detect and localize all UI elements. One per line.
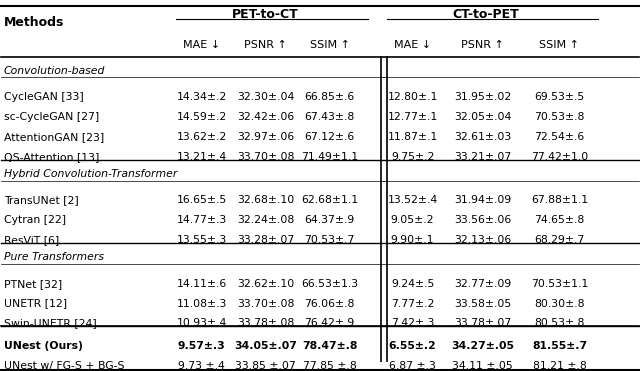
Text: 12.80±.1: 12.80±.1	[387, 92, 438, 102]
Text: 10.93±.4: 10.93±.4	[177, 318, 227, 328]
Text: 80.53±.8: 80.53±.8	[534, 318, 585, 328]
Text: 31.94±.09: 31.94±.09	[454, 196, 511, 206]
Text: SSIM ↑: SSIM ↑	[540, 40, 579, 50]
Text: 66.53±1.3: 66.53±1.3	[301, 279, 358, 289]
Text: PTNet [32]: PTNet [32]	[4, 279, 62, 289]
Text: 81.21 ±.8: 81.21 ±.8	[532, 361, 586, 371]
Text: 7.42±.3: 7.42±.3	[391, 318, 435, 328]
Text: TransUNet [2]: TransUNet [2]	[4, 196, 79, 206]
Text: 70.53±.7: 70.53±.7	[305, 235, 355, 245]
Text: 11.87±.1: 11.87±.1	[387, 132, 438, 142]
Text: Swin-UNETR [24]: Swin-UNETR [24]	[4, 318, 97, 328]
Text: 71.49±1.1: 71.49±1.1	[301, 152, 358, 162]
Text: 6.87 ±.3: 6.87 ±.3	[389, 361, 436, 371]
Text: 31.95±.02: 31.95±.02	[454, 92, 511, 102]
Text: 33.70±.08: 33.70±.08	[237, 299, 294, 309]
Text: sc-CycleGAN [27]: sc-CycleGAN [27]	[4, 112, 99, 122]
Text: Convolution-based: Convolution-based	[4, 66, 105, 76]
Text: 9.05±.2: 9.05±.2	[391, 215, 435, 225]
Text: 67.43±.8: 67.43±.8	[305, 112, 355, 122]
Text: 81.55±.7: 81.55±.7	[532, 341, 587, 351]
Text: Pure Transformers: Pure Transformers	[4, 252, 104, 262]
Text: 32.30±.04: 32.30±.04	[237, 92, 294, 102]
Text: 76.06±.8: 76.06±.8	[305, 299, 355, 309]
Text: 9.73 ±.4: 9.73 ±.4	[179, 361, 225, 371]
Text: 32.61±.03: 32.61±.03	[454, 132, 511, 142]
Text: 6.55±.2: 6.55±.2	[388, 341, 436, 351]
Text: 34.05±.07: 34.05±.07	[234, 341, 297, 351]
Text: CT-to-PET: CT-to-PET	[452, 8, 520, 21]
Text: 77.42±1.0: 77.42±1.0	[531, 152, 588, 162]
Text: 32.13±.06: 32.13±.06	[454, 235, 511, 245]
Text: SSIM ↑: SSIM ↑	[310, 40, 349, 50]
Text: PET-to-CT: PET-to-CT	[232, 8, 299, 21]
Text: 70.53±1.1: 70.53±1.1	[531, 279, 588, 289]
Text: UNest (Ours): UNest (Ours)	[4, 341, 83, 351]
Text: 33.78±.08: 33.78±.08	[237, 318, 294, 328]
Text: 70.53±.8: 70.53±.8	[534, 112, 585, 122]
Text: 7.77±.2: 7.77±.2	[391, 299, 435, 309]
Text: 9.75±.2: 9.75±.2	[391, 152, 435, 162]
Text: ResViT [6]: ResViT [6]	[4, 235, 59, 245]
Text: 32.97±.06: 32.97±.06	[237, 132, 294, 142]
Text: 76.42±.9: 76.42±.9	[305, 318, 355, 328]
Text: UNest w/ FG-S + BG-S: UNest w/ FG-S + BG-S	[4, 361, 124, 371]
Text: 74.65±.8: 74.65±.8	[534, 215, 584, 225]
Text: 33.58±.05: 33.58±.05	[454, 299, 511, 309]
Text: 12.77±.1: 12.77±.1	[387, 112, 438, 122]
Text: MAE ↓: MAE ↓	[394, 40, 431, 50]
Text: 33.21±.07: 33.21±.07	[454, 152, 511, 162]
Text: 72.54±.6: 72.54±.6	[534, 132, 584, 142]
Text: 13.62±.2: 13.62±.2	[177, 132, 227, 142]
Text: 32.68±.10: 32.68±.10	[237, 196, 294, 206]
Text: 33.70±.08: 33.70±.08	[237, 152, 294, 162]
Text: 32.24±.08: 32.24±.08	[237, 215, 294, 225]
Text: 11.08±.3: 11.08±.3	[177, 299, 227, 309]
Text: AttentionGAN [23]: AttentionGAN [23]	[4, 132, 104, 142]
Text: 13.21±.4: 13.21±.4	[177, 152, 227, 162]
Text: 77.85 ±.8: 77.85 ±.8	[303, 361, 356, 371]
Text: 32.42±.06: 32.42±.06	[237, 112, 294, 122]
Text: 33.85 ±.07: 33.85 ±.07	[236, 361, 296, 371]
Text: 32.05±.04: 32.05±.04	[454, 112, 511, 122]
Text: 32.62±.10: 32.62±.10	[237, 279, 294, 289]
Text: 32.77±.09: 32.77±.09	[454, 279, 511, 289]
Text: 67.88±1.1: 67.88±1.1	[531, 196, 588, 206]
Text: 33.28±.07: 33.28±.07	[237, 235, 294, 245]
Text: 34.27±.05: 34.27±.05	[451, 341, 515, 351]
Text: 64.37±.9: 64.37±.9	[305, 215, 355, 225]
Text: 13.55±.3: 13.55±.3	[177, 235, 227, 245]
Text: 14.34±.2: 14.34±.2	[177, 92, 227, 102]
Text: 14.77±.3: 14.77±.3	[177, 215, 227, 225]
Text: 13.52±.4: 13.52±.4	[387, 196, 438, 206]
Text: 9.24±.5: 9.24±.5	[391, 279, 435, 289]
Text: PSNR ↑: PSNR ↑	[244, 40, 287, 50]
Text: MAE ↓: MAE ↓	[183, 40, 220, 50]
Text: Methods: Methods	[4, 16, 64, 29]
Text: 62.68±1.1: 62.68±1.1	[301, 196, 358, 206]
Text: 80.30±.8: 80.30±.8	[534, 299, 585, 309]
Text: Hybrid Convolution-Transformer: Hybrid Convolution-Transformer	[4, 169, 177, 179]
Text: 16.65±.5: 16.65±.5	[177, 196, 227, 206]
Text: 33.78±.07: 33.78±.07	[454, 318, 511, 328]
Text: PSNR ↑: PSNR ↑	[461, 40, 504, 50]
Text: Cytran [22]: Cytran [22]	[4, 215, 66, 225]
Text: 66.85±.6: 66.85±.6	[305, 92, 355, 102]
Text: 68.29±.7: 68.29±.7	[534, 235, 584, 245]
Text: 9.57±.3: 9.57±.3	[178, 341, 226, 351]
Text: UNETR [12]: UNETR [12]	[4, 299, 67, 309]
Text: 14.59±.2: 14.59±.2	[177, 112, 227, 122]
Text: CycleGAN [33]: CycleGAN [33]	[4, 92, 84, 102]
Text: 67.12±.6: 67.12±.6	[305, 132, 355, 142]
Text: QS-Attention [13]: QS-Attention [13]	[4, 152, 99, 162]
Text: 14.11±.6: 14.11±.6	[177, 279, 227, 289]
Text: 33.56±.06: 33.56±.06	[454, 215, 511, 225]
Text: 78.47±.8: 78.47±.8	[302, 341, 357, 351]
Text: 9.90±.1: 9.90±.1	[391, 235, 435, 245]
Text: 34.11 ±.05: 34.11 ±.05	[452, 361, 513, 371]
Text: 69.53±.5: 69.53±.5	[534, 92, 584, 102]
